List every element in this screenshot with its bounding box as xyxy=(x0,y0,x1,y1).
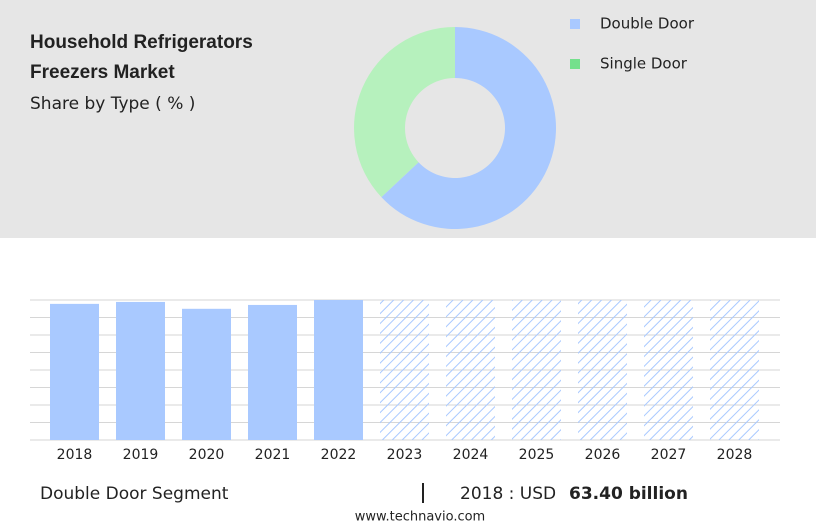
x-tick-label: 2025 xyxy=(519,447,555,463)
bar xyxy=(116,301,165,440)
pie-slice xyxy=(354,27,455,198)
x-tick-label: 2026 xyxy=(585,447,621,463)
bar xyxy=(50,303,99,440)
x-tick-label: 2020 xyxy=(189,447,225,463)
forecast-placeholder xyxy=(380,300,429,440)
x-tick-label: 2021 xyxy=(255,447,291,463)
source: www.technavio.com xyxy=(355,510,485,525)
footer-value: 63.40 billion xyxy=(569,484,688,504)
x-tick-label: 2022 xyxy=(321,447,357,463)
x-tick-label: 2024 xyxy=(453,447,489,463)
bar xyxy=(248,304,297,440)
forecast-placeholder xyxy=(578,300,627,440)
legend-marker xyxy=(570,59,580,69)
footer-segment: Double Door Segment xyxy=(40,484,229,504)
chart-subtitle: Share by Type ( % ) xyxy=(30,94,195,114)
bar xyxy=(314,300,363,440)
x-tick-label: 2023 xyxy=(387,447,423,463)
bar xyxy=(182,308,231,440)
legend-label: Single Door xyxy=(600,55,688,73)
x-tick-label: 2019 xyxy=(123,447,159,463)
chart-title: Household Refrigerators Freezers Market xyxy=(30,32,253,83)
legend-label: Double Door xyxy=(600,15,695,33)
x-tick-label: 2027 xyxy=(651,447,687,463)
forecast-placeholder xyxy=(512,300,561,440)
footer-year: 2018 : USD xyxy=(460,484,556,504)
forecast-placeholder xyxy=(710,300,759,440)
forecast-placeholder xyxy=(446,300,495,440)
x-tick-label: 2028 xyxy=(717,447,753,463)
pie-slice xyxy=(381,27,556,229)
x-tick-label: 2018 xyxy=(57,447,93,463)
forecast-placeholder xyxy=(644,300,693,440)
legend-marker xyxy=(570,19,580,29)
title-box: Household Refrigerators Freezers Market xyxy=(30,32,253,83)
